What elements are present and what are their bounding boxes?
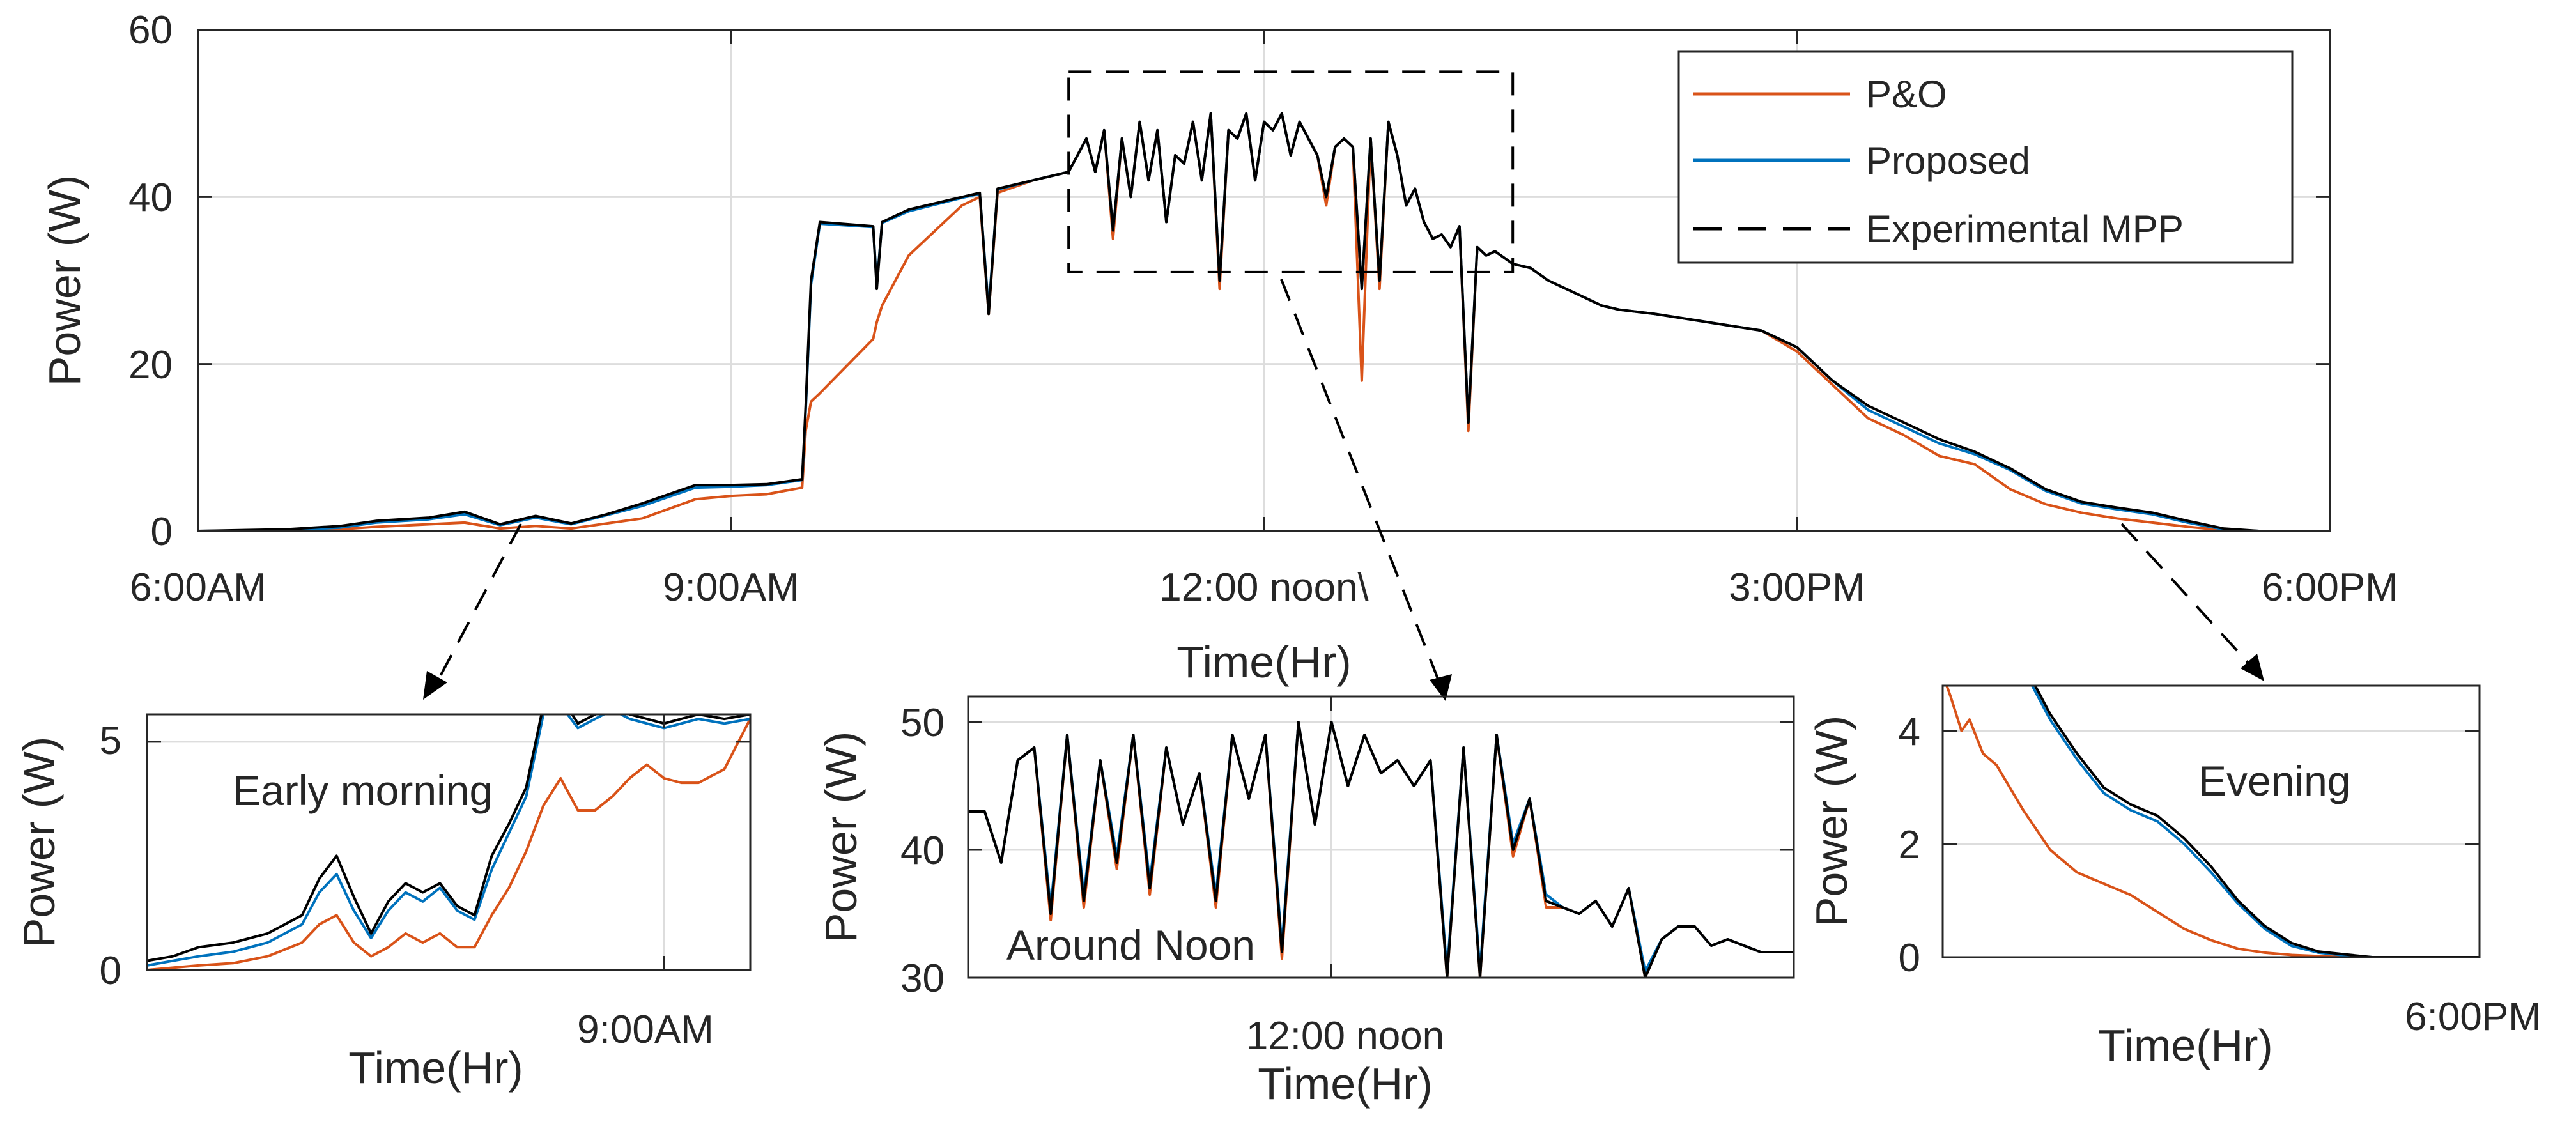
zoom-arrows xyxy=(423,279,2264,701)
series-line-mpp xyxy=(2033,686,2480,957)
inset-evening: 0 2 4 6:00PM Evening Time(Hr) Power (W) xyxy=(1807,684,2541,1070)
noon-ytick-label: 50 xyxy=(900,701,945,745)
arrow-evening-head xyxy=(2241,654,2264,681)
legend-box xyxy=(1677,50,2294,264)
morning-gridlines xyxy=(147,714,750,971)
noon-xtick-label: 12:00 noon xyxy=(1246,1014,1444,1058)
morning-ylabel: Power (W) xyxy=(14,737,64,948)
evening-ytick-label: 4 xyxy=(1899,710,1920,754)
legend-label-proposed: Proposed xyxy=(1866,139,2030,182)
morning-plot-frame xyxy=(146,713,752,971)
evening-gridlines xyxy=(1943,686,2481,958)
main-xtick-label: 3:00PM xyxy=(1729,566,1865,610)
morning-series-lines xyxy=(147,714,750,970)
inset-around-noon: 30 40 50 12:00 noon Around Noon Time(Hr)… xyxy=(816,695,1795,1109)
arrow-noon-head xyxy=(1430,674,1452,701)
morning-tick-marks xyxy=(147,714,750,971)
noon-plot-frame xyxy=(967,695,1795,979)
main-xtick-label: 9:00AM xyxy=(663,566,799,610)
arrow-morning xyxy=(433,523,522,688)
morning-xtick-label: 9:00AM xyxy=(577,1008,714,1052)
evening-ytick-label: 2 xyxy=(1899,823,1920,867)
inset-early-morning: 0 5 9:00AM Early morning Time(Hr) Power … xyxy=(14,713,752,1093)
series-line-mpp xyxy=(147,714,750,962)
evening-plot-frame xyxy=(1941,684,2481,958)
legend: P&O Proposed Experimental MPP xyxy=(1677,50,2294,264)
noon-zoom-box xyxy=(1067,70,1515,273)
evening-xlabel: Time(Hr) xyxy=(2098,1020,2272,1070)
main-series-lines xyxy=(198,112,2330,531)
evening-xtick-label: 6:00PM xyxy=(2405,995,2541,1039)
main-xtick-label: 6:00AM xyxy=(130,566,266,610)
legend-label-mpp: Experimental MPP xyxy=(1866,208,2184,250)
noon-ytick-label: 40 xyxy=(900,829,945,873)
main-xtick-label: 12:00 noon\ xyxy=(1159,566,1369,610)
noon-ylabel: Power (W) xyxy=(816,732,866,943)
main-xlabel: Time(Hr) xyxy=(1176,637,1351,687)
morning-ytick-label: 5 xyxy=(100,719,121,763)
main-xtick-label: 6:00PM xyxy=(2262,566,2398,610)
series-line-proposed xyxy=(147,714,750,967)
main-ytick-label: 40 xyxy=(128,176,173,220)
noon-ytick-label: 30 xyxy=(900,957,945,1001)
morning-annotation: Early morning xyxy=(233,767,493,814)
evening-ytick-label: 0 xyxy=(1899,936,1920,980)
noon-tick-marks xyxy=(968,696,1794,979)
main-chart: 0 20 40 60 6:00AM 9:00AM 12:00 noon\ 3:0… xyxy=(40,8,2398,687)
morning-xlabel: Time(Hr) xyxy=(348,1043,523,1093)
series-line-mpp xyxy=(968,721,1794,978)
evening-series-lines xyxy=(1945,686,2480,957)
legend-label-po: P&O xyxy=(1866,73,1947,116)
series-line-po xyxy=(1945,686,2372,957)
series-line-po xyxy=(147,718,750,970)
evening-tick-marks xyxy=(1943,686,2481,958)
arrow-evening xyxy=(2120,523,2254,669)
main-ytick-label: 60 xyxy=(128,8,173,52)
noon-xlabel: Time(Hr) xyxy=(1258,1059,1432,1109)
series-line-proposed xyxy=(2030,686,2480,957)
main-tick-marks xyxy=(197,29,2331,532)
noon-annotation: Around Noon xyxy=(1006,921,1255,969)
main-ylabel: Power (W) xyxy=(40,175,89,387)
noon-series-lines xyxy=(968,721,1794,978)
main-ytick-label: 20 xyxy=(128,343,173,387)
arrow-morning-head xyxy=(423,671,447,700)
evening-annotation: Evening xyxy=(2198,757,2351,804)
main-ytick-label: 0 xyxy=(151,510,173,554)
morning-ytick-label: 0 xyxy=(100,949,121,993)
evening-ylabel: Power (W) xyxy=(1807,716,1856,927)
series-line-mpp xyxy=(198,112,2330,531)
